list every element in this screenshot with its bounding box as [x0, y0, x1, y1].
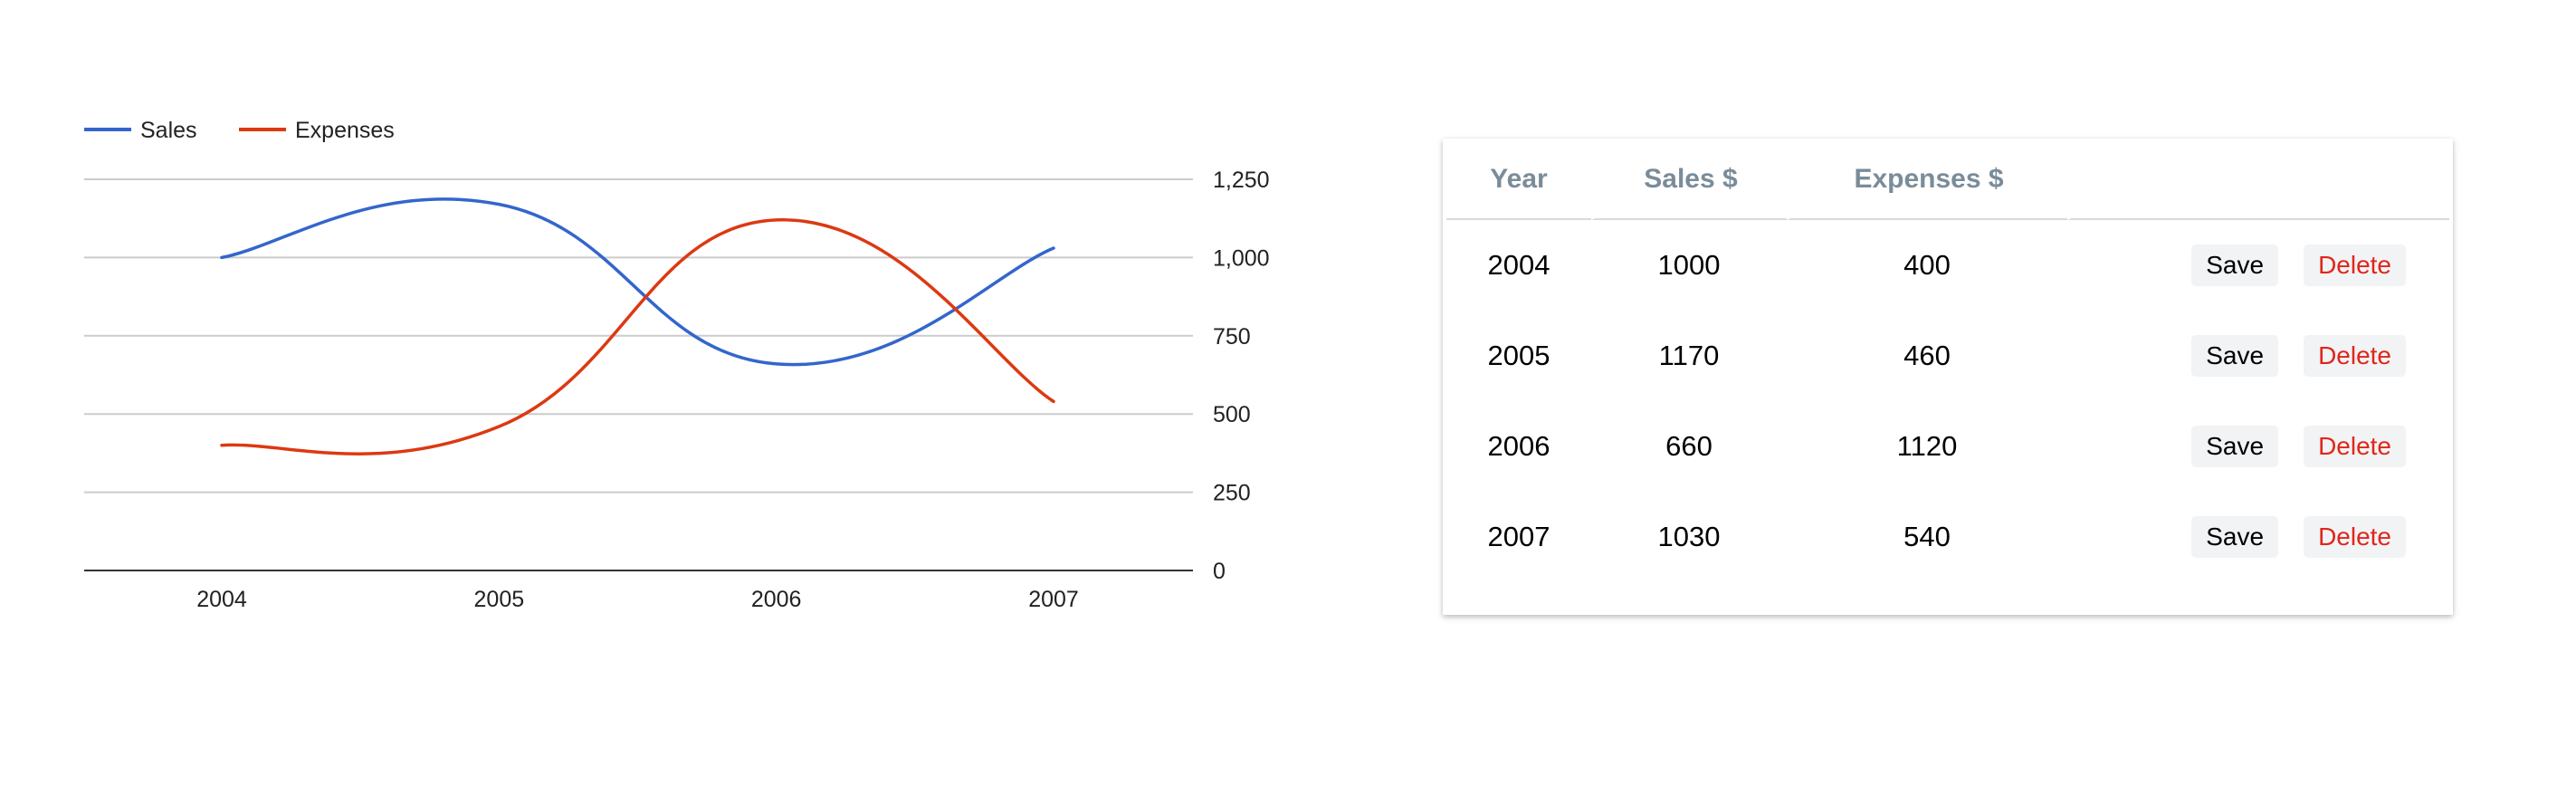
cell-expenses: 1120	[1896, 430, 1958, 462]
cell-year: 2005	[1487, 340, 1550, 371]
row-actions: Save Delete	[2067, 311, 2449, 401]
y-tick-label: 0	[1213, 559, 1226, 584]
series-line-sales	[220, 197, 1055, 367]
legend-label: Sales	[140, 118, 197, 143]
legend-label: Expenses	[295, 118, 395, 143]
delete-button[interactable]: Delete	[2304, 335, 2406, 377]
x-tick-label: 2007	[1028, 587, 1079, 612]
cell-sales: 1030	[1657, 521, 1721, 552]
cell-expenses: 400	[1903, 249, 1951, 281]
series-line-expenses	[220, 218, 1055, 455]
save-button[interactable]: Save	[2191, 516, 2279, 558]
save-button[interactable]: Save	[2191, 335, 2279, 377]
table-row: 2007 1030 540 Save Delete	[1446, 492, 2449, 582]
header-expenses: Expenses $	[1787, 140, 2067, 220]
cell-year: 2007	[1487, 521, 1550, 552]
save-button[interactable]: Save	[2191, 426, 2279, 467]
data-table: Year Sales $ Expenses $ 2004 1000 400 Sa…	[1446, 140, 2449, 582]
x-tick-label: 2004	[196, 587, 247, 612]
x-tick-label: 2006	[751, 587, 802, 612]
save-button[interactable]: Save	[2191, 244, 2279, 286]
y-tick-label: 1,000	[1213, 245, 1270, 271]
y-tick-label: 1,250	[1213, 168, 1270, 193]
row-actions: Save Delete	[2067, 220, 2449, 311]
table-row: 2005 1170 460 Save Delete	[1446, 311, 2449, 401]
delete-button[interactable]: Delete	[2304, 426, 2406, 467]
y-tick-label: 750	[1213, 324, 1251, 350]
x-tick-label: 2005	[474, 587, 525, 612]
y-tick-label: 500	[1213, 402, 1251, 427]
y-tick-label: 250	[1213, 481, 1251, 506]
table-header-row: Year Sales $ Expenses $	[1446, 140, 2449, 220]
data-card: Year Sales $ Expenses $ 2004 1000 400 Sa…	[1443, 139, 2453, 615]
cell-expenses: 540	[1903, 521, 1951, 552]
line-chart: 0 250 500 750 1,000 1,250 2004 2005 2006 2007 Sale…	[84, 118, 1270, 612]
cell-year: 2004	[1487, 249, 1550, 281]
header-sales: Sales $	[1591, 140, 1787, 220]
cell-sales: 660	[1665, 430, 1713, 462]
header-actions	[2067, 140, 2449, 220]
table-row: 2006 660 1120 Save Delete	[1446, 401, 2449, 492]
cell-year: 2006	[1487, 430, 1550, 462]
row-actions: Save Delete	[2067, 492, 2449, 582]
cell-sales: 1000	[1657, 249, 1721, 281]
cell-sales: 1170	[1658, 340, 1720, 371]
table-row: 2004 1000 400 Save Delete	[1446, 220, 2449, 311]
delete-button[interactable]: Delete	[2304, 516, 2406, 558]
cell-expenses: 460	[1903, 340, 1951, 371]
delete-button[interactable]: Delete	[2304, 244, 2406, 286]
header-year: Year	[1446, 140, 1591, 220]
row-actions: Save Delete	[2067, 401, 2449, 492]
